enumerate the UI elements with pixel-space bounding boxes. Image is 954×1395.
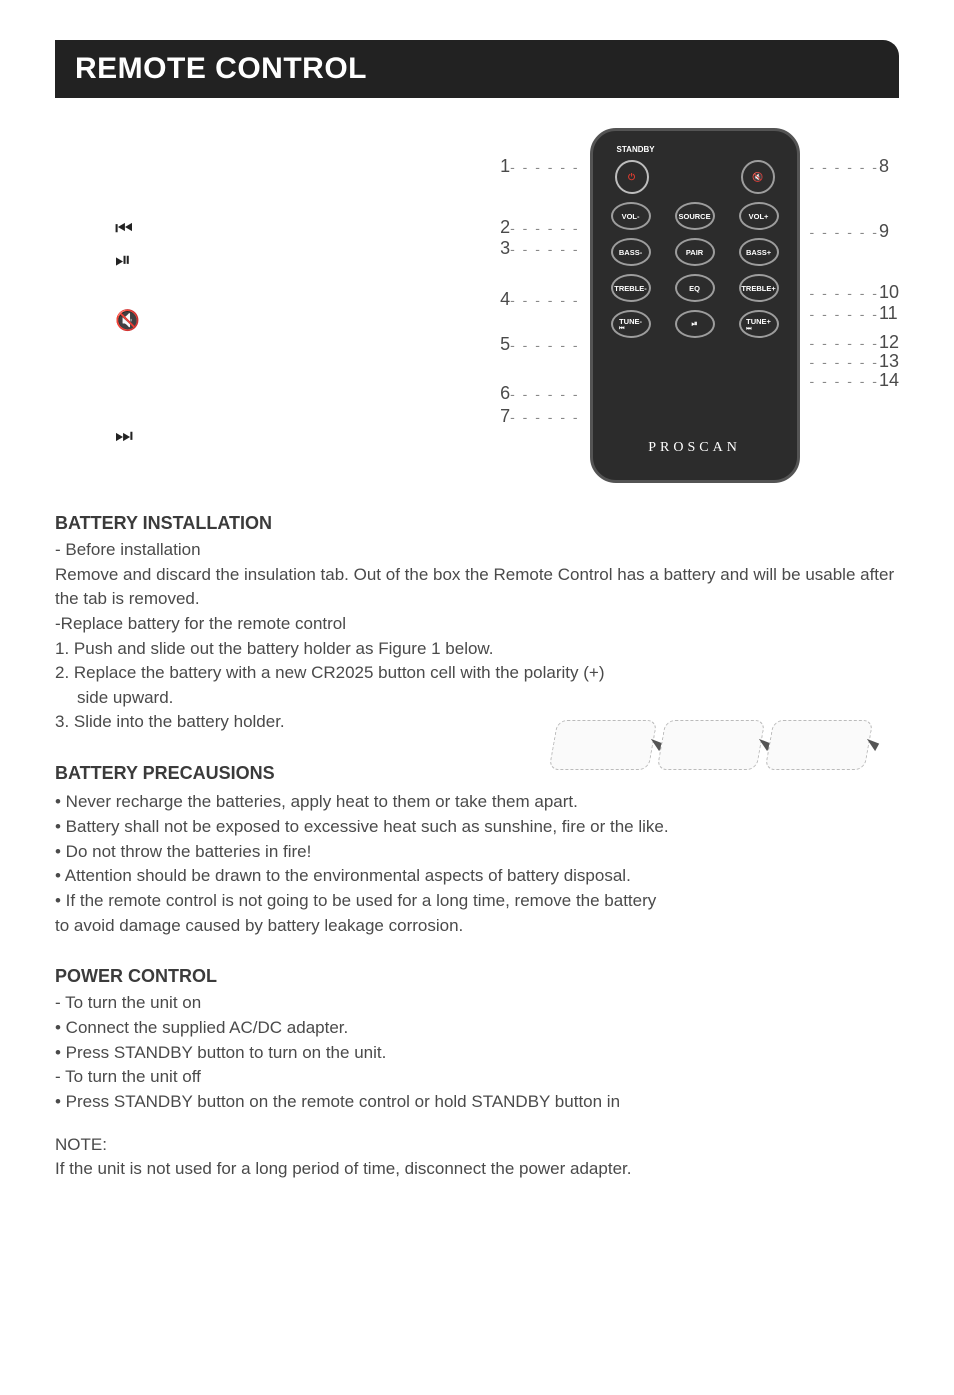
battery-figure <box>549 710 899 790</box>
play-pause-icon: ⏯ <box>115 249 140 272</box>
bass-plus-button[interactable]: BASS+ <box>739 238 779 266</box>
treble-minus-button[interactable]: TREBLE- <box>611 274 651 302</box>
callouts-right: - - - - - - 8 - - - - - - 9 - - - - - - … <box>810 128 899 391</box>
precaution-3: • Do not throw the batteries in fire! <box>55 840 899 865</box>
callouts-left: 1 - - - - - - 2 - - - - - - 3 - - - - - … <box>500 128 579 427</box>
callout-6: 6 - - - - - - <box>500 383 579 404</box>
callout-1: 1 - - - - - - <box>500 156 579 177</box>
treble-plus-button[interactable]: TREBLE+ <box>739 274 779 302</box>
precaution-2: • Battery shall not be exposed to excess… <box>55 815 899 840</box>
callout-13: - - - - - - 13 <box>810 351 899 372</box>
power-l4: - To turn the unit off <box>55 1065 899 1090</box>
install-step1: 1. Push and slide out the battery holder… <box>55 637 899 662</box>
power-title: POWER CONTROL <box>55 966 899 987</box>
install-desc: Remove and discard the insulation tab. O… <box>55 563 899 612</box>
battery-install-title: BATTERY INSTALLATION <box>55 513 899 534</box>
pair-button[interactable]: PAIR <box>675 238 715 266</box>
before-install: - Before installation <box>55 538 899 563</box>
remote-block: 1 - - - - - - 2 - - - - - - 3 - - - - - … <box>500 128 899 483</box>
power-l5: • Press STANDBY button on the remote con… <box>55 1090 899 1115</box>
source-button[interactable]: SOURCE <box>675 202 715 230</box>
note-text: If the unit is not used for a long perio… <box>55 1157 899 1182</box>
tune-minus-button[interactable]: TUNE-⏮ <box>611 310 651 338</box>
precaution-5: • If the remote control is not going to … <box>55 889 899 914</box>
bass-minus-button[interactable]: BASS- <box>611 238 651 266</box>
diagram-area: ⏮ ⏯ 🔇 ⏭ 1 - - - - - - 2 - - - - - - 3 - … <box>55 128 899 483</box>
callout-9: - - - - - - 9 <box>810 221 899 242</box>
callout-10: - - - - - - 10 <box>810 282 899 303</box>
precaution-1: • Never recharge the batteries, apply he… <box>55 790 899 815</box>
play-pause-button[interactable]: ⏯ <box>675 310 715 338</box>
install-step2: 2. Replace the battery with a new CR2025… <box>55 661 899 686</box>
page-heading: REMOTE CONTROL <box>55 40 899 98</box>
tune-plus-button[interactable]: TUNE+⏭ <box>739 310 779 338</box>
callout-5: 5 - - - - - - <box>500 334 579 355</box>
power-l1: - To turn the unit on <box>55 991 899 1016</box>
precaution-5b: to avoid damage caused by battery leakag… <box>55 914 899 939</box>
remote-body: STANDBY ⏻ 🔇 VOL- SOURCE VOL+ BASS- PAIR … <box>590 128 800 483</box>
brand-label: PROSCAN <box>611 440 779 456</box>
note-label: NOTE: <box>55 1133 899 1158</box>
prev-track-icon: ⏮ <box>115 218 140 241</box>
standby-button[interactable]: ⏻ <box>615 160 649 194</box>
callout-2: 2 - - - - - - <box>500 217 579 238</box>
legend-icons: ⏮ ⏯ 🔇 ⏭ <box>55 128 140 448</box>
replace-label: -Replace battery for the remote control <box>55 612 899 637</box>
mute-button[interactable]: 🔇 <box>741 160 775 194</box>
callout-4: 4 - - - - - - <box>500 289 579 310</box>
standby-label: STANDBY <box>617 145 779 154</box>
install-step2b: side upward. <box>55 686 899 711</box>
next-track-icon: ⏭ <box>115 425 140 448</box>
vol-plus-button[interactable]: VOL+ <box>739 202 779 230</box>
power-l2: • Connect the supplied AC/DC adapter. <box>55 1016 899 1041</box>
callout-11: - - - - - - 11 <box>810 303 899 324</box>
callout-14: - - - - - - 14 <box>810 370 899 391</box>
vol-minus-button[interactable]: VOL- <box>611 202 651 230</box>
eq-button[interactable]: EQ <box>675 274 715 302</box>
mute-icon: 🔇 <box>115 308 140 333</box>
power-l3: • Press STANDBY button to turn on the un… <box>55 1041 899 1066</box>
callout-8: - - - - - - 8 <box>810 156 899 177</box>
callout-7: 7 - - - - - - <box>500 406 579 427</box>
callout-3: 3 - - - - - - <box>500 238 579 259</box>
callout-12: - - - - - - 12 <box>810 332 899 353</box>
precaution-4: • Attention should be drawn to the envir… <box>55 864 899 889</box>
